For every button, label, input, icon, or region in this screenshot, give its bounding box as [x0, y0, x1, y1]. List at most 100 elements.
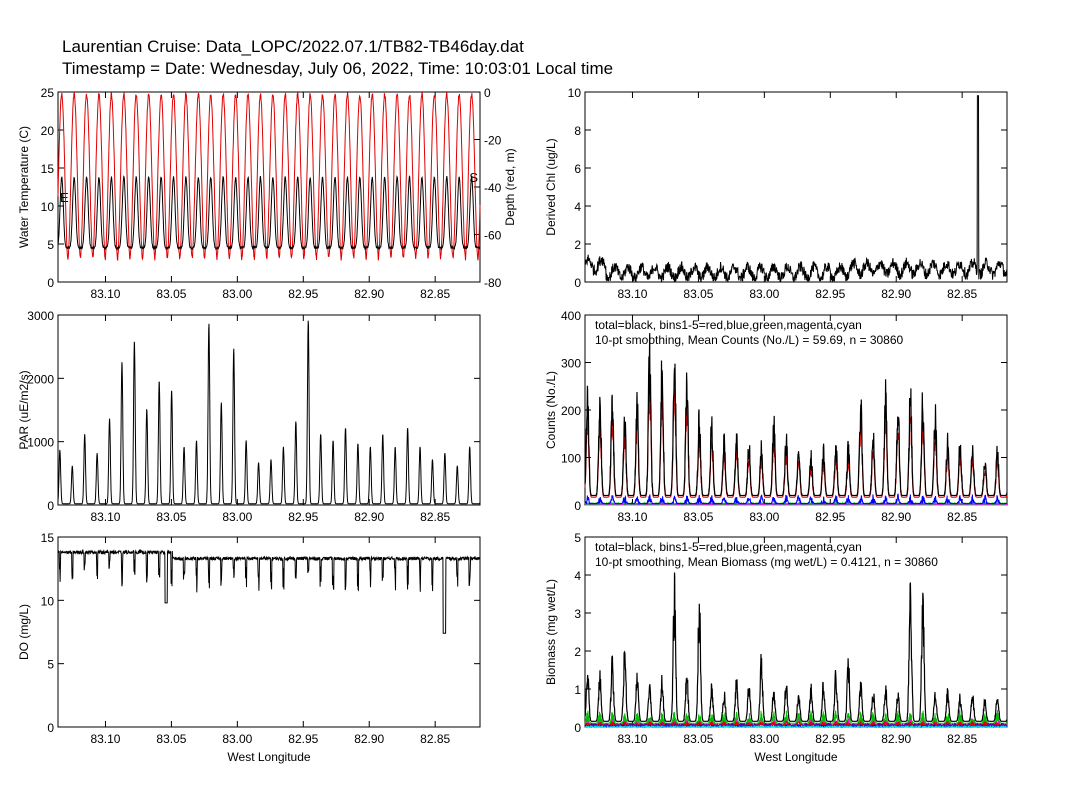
- counts-bin2-line: [584, 493, 1008, 506]
- par-series-line: [57, 320, 481, 505]
- biomass-bin1-line: [584, 719, 1008, 727]
- y-tick-label: 5: [47, 238, 54, 252]
- y-axis-label: PAR (uE/m2/s): [17, 370, 31, 449]
- y-tick-label: 0: [574, 721, 581, 735]
- y2-tick-label: -40: [484, 181, 502, 195]
- y-tick-label: 2: [574, 238, 581, 252]
- plot-frame-do: [57, 536, 481, 728]
- x-tick-label: 83.00: [222, 732, 252, 746]
- x-tick-label: 83.05: [156, 510, 186, 524]
- y2-tick-label: 0: [484, 86, 491, 100]
- y-tick-label: 100: [561, 452, 581, 466]
- y-tick-label: 1000: [27, 436, 54, 450]
- y-tick-label: 0: [574, 276, 581, 290]
- x-tick-label: 83.10: [617, 510, 647, 524]
- x-tick-label: 82.95: [815, 732, 845, 746]
- x-tick-label: 82.90: [354, 732, 384, 746]
- y-tick-label: 15: [41, 531, 55, 545]
- x-tick-label: 82.90: [881, 510, 911, 524]
- y-tick-label: 400: [561, 309, 581, 323]
- x-tick-label: 82.85: [947, 510, 977, 524]
- y-tick-label: 15: [41, 162, 55, 176]
- x-tick-label: 82.90: [354, 510, 384, 524]
- biomass-bin5-line: [584, 724, 1008, 729]
- x-tick-label: 83.00: [749, 287, 779, 301]
- chart-annotation: 10-pt smoothing, Mean Counts (No./L) = 5…: [595, 333, 904, 347]
- y-tick-label: 10: [41, 200, 55, 214]
- y-tick-label: 10: [568, 86, 582, 100]
- x-tick-label: 82.90: [354, 287, 384, 301]
- y-axis-label: DO (mg/L): [17, 604, 31, 660]
- x-tick-label: 83.00: [749, 732, 779, 746]
- chl-series-line: [584, 95, 1008, 283]
- x-tick-label: 83.05: [683, 510, 713, 524]
- x-tick-label: 82.90: [881, 732, 911, 746]
- x-tick-label: 83.10: [617, 287, 647, 301]
- x-tick-label: 83.00: [222, 287, 252, 301]
- y-tick-label: 6: [574, 162, 581, 176]
- x-tick-label: 83.05: [683, 732, 713, 746]
- temperature-series-line: [57, 175, 481, 251]
- x-tick-label: 82.95: [815, 287, 845, 301]
- x-tick-label: 83.05: [156, 287, 186, 301]
- y-axis-label: Water Temperature (C): [17, 126, 31, 248]
- x-tick-label: 82.85: [420, 287, 450, 301]
- y-tick-label: 10: [41, 594, 55, 608]
- x-tick-label: 83.10: [617, 732, 647, 746]
- x-tick-label: 83.10: [90, 287, 120, 301]
- figure-timestamp: Timestamp = Date: Wednesday, July 06, 20…: [62, 59, 614, 78]
- y-axis-label: Biomass (mg wet/L): [544, 579, 558, 685]
- y-tick-label: 0: [47, 499, 54, 513]
- y-axis-label: Counts (No./L): [544, 371, 558, 449]
- x-tick-label: 82.85: [420, 510, 450, 524]
- x-tick-label: 82.85: [947, 287, 977, 301]
- biomass-bin3-line: [584, 710, 1008, 725]
- y-tick-label: 5: [47, 658, 54, 672]
- figure-title: Laurentian Cruise: Data_LOPC/2022.07.1/T…: [62, 37, 524, 56]
- x-tick-label: 83.00: [222, 510, 252, 524]
- y-tick-label: 3000: [27, 309, 54, 323]
- x-tick-label: 83.10: [90, 510, 120, 524]
- counts-total-line: [584, 333, 1008, 497]
- y-tick-label: 4: [574, 200, 581, 214]
- x-tick-label: 82.95: [288, 510, 318, 524]
- chart-annotation: total=black, bins1-5=red,blue,green,mage…: [595, 318, 862, 332]
- x-tick-label: 83.10: [90, 732, 120, 746]
- x-tick-label: 83.05: [683, 287, 713, 301]
- y-tick-label: 300: [561, 357, 581, 371]
- y2-tick-label: -80: [484, 276, 502, 290]
- x-tick-label: 83.00: [749, 510, 779, 524]
- side-marker-s: S: [469, 170, 478, 185]
- y2-axis-label: Depth (red, m): [503, 148, 517, 225]
- y-axis-label: Derived Chl (ug/L): [544, 138, 558, 235]
- do-series-line: [57, 548, 481, 634]
- x-tick-label: 82.85: [420, 732, 450, 746]
- biomass-total-line: [584, 572, 1008, 722]
- y-tick-label: 8: [574, 124, 581, 138]
- y-tick-label: 4: [574, 569, 581, 583]
- y-tick-label: 0: [574, 499, 581, 513]
- x-tick-label: 82.95: [288, 287, 318, 301]
- chart-annotation: 10-pt smoothing, Mean Biomass (mg wet/L)…: [595, 555, 938, 569]
- side-marker-e: E: [60, 190, 69, 205]
- y-tick-label: 20: [41, 124, 55, 138]
- x-tick-label: 82.95: [288, 732, 318, 746]
- y-tick-label: 0: [47, 276, 54, 290]
- x-axis-label: West Longitude: [754, 750, 837, 764]
- x-tick-label: 82.90: [881, 287, 911, 301]
- y-tick-label: 2000: [27, 372, 54, 386]
- x-tick-label: 83.05: [156, 732, 186, 746]
- chart-annotation: total=black, bins1-5=red,blue,green,mage…: [595, 540, 862, 554]
- y2-tick-label: -60: [484, 229, 502, 243]
- y-tick-label: 3: [574, 607, 581, 621]
- y-tick-label: 5: [574, 531, 581, 545]
- y-tick-label: 25: [41, 86, 55, 100]
- y-tick-label: 200: [561, 404, 581, 418]
- y-tick-label: 2: [574, 645, 581, 659]
- x-tick-label: 82.85: [947, 732, 977, 746]
- y-tick-label: 0: [47, 721, 54, 735]
- plot-frame-chl: [584, 91, 1008, 283]
- depth-series-line: [57, 91, 481, 262]
- y2-tick-label: -20: [484, 134, 502, 148]
